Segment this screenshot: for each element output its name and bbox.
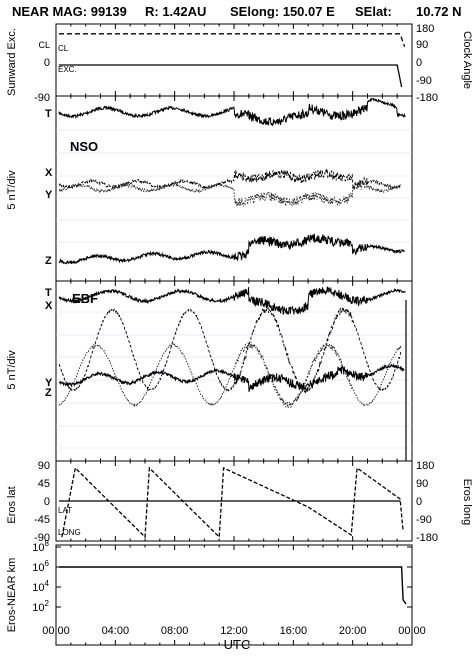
eros-long-ylabel: Eros long [461,479,473,525]
eros-lat-tick-neg45: -45 [34,514,50,526]
panel-nso-frame [55,95,413,282]
distance-tick-label: 106 [32,559,49,574]
series-exc-line [59,64,403,88]
nso-label-z: Z [45,255,52,267]
x-axis-tick-labels: 00:00 04:00 08:00 12:00 16:00 20:00 00:00 [42,625,426,637]
panel-eros-latlong: Eros lat Eros long 90 45 0 -45 -90 180 9… [6,460,473,544]
panel-sunward: Sunward Exc. Clock Angle CL 0 -90 180 90… [6,23,473,104]
header-mission: NEAR MAG: 99139 [12,4,127,19]
header-selong: SElong: 150.07 E [230,4,335,19]
nso-t-trace [58,97,406,126]
nso-ylabel: 5 nT/div [6,170,18,210]
series-cl-line [59,33,406,47]
distance-tick-label: 102 [32,599,49,614]
clock-angle-ylabel: Clock Angle [461,31,473,89]
eros-lat-tick-45: 45 [38,478,50,490]
sunward-tick-cl: CL [38,40,50,50]
eros-lat-tick-neg90: -90 [34,532,50,544]
x-tick-label: 16:00 [280,625,308,637]
clock-tick-0: 0 [416,57,422,69]
sunward-tick-neg90: -90 [34,92,50,104]
ebf-label-t: T [45,287,52,299]
distance-ylabel: Eros-NEAR km [6,558,18,633]
eros-lat-tick-0: 0 [44,496,50,508]
series-long-line [61,466,404,539]
annotation-lat: LAT [58,506,72,515]
header-range: R: 1.42AU [145,4,206,19]
x-tick-label: 00:00 [42,625,70,637]
nso-label-y: Y [45,189,53,201]
x-axis-ticks [55,24,413,645]
x-tick-label: 12:00 [220,625,248,637]
panel-ebf-frame [55,280,413,462]
ebf-label-x: X [45,300,53,312]
distance-tick-label: 104 [32,579,49,594]
ebf-x-trace [58,307,402,394]
x-axis-label: UTC [224,637,251,652]
ebf-label-z: Z [45,387,52,399]
clock-tick-90: 90 [416,39,428,51]
x-tick-label: 00:00 [398,625,426,637]
eros-lat-tick-90: 90 [38,460,50,472]
panel-eros-distance: Eros-NEAR km 108 106 104 102 [6,539,412,632]
ebf-label-y: Y [45,377,53,389]
annotation-cl: CL [58,44,69,53]
series-distance-line [59,566,407,605]
header-selat-value: 10.72 N [416,4,462,19]
panel-ebf: 5 nT/div EBF T X Y Z [6,286,407,461]
nso-x-trace [58,167,402,190]
x-tick-label: 08:00 [161,625,189,637]
eros-long-tick-neg180: -180 [416,532,438,544]
nso-label-x: X [45,167,53,179]
nso-y-trace [58,180,402,207]
eros-long-tick-180: 180 [416,460,434,472]
x-tick-label: 04:00 [102,625,130,637]
nso-title: NSO [70,139,98,154]
clock-tick-180: 180 [416,23,434,35]
figure-header: NEAR MAG: 99139 R: 1.42AU SElong: 150.07… [12,4,462,19]
eros-lat-ylabel: Eros lat [6,486,18,523]
clock-tick-neg180: -180 [416,92,438,104]
panel-nso: 5 nT/div NSO T X Y Z [6,97,406,267]
distance-tick-label: 108 [32,539,49,554]
header-selat-label: SElat: [355,4,392,19]
ebf-ylabel: 5 nT/div [6,350,18,390]
nso-z-trace [58,232,405,265]
ebf-t-trace [58,286,406,315]
distance-tick-labels: 108 106 104 102 [32,539,412,614]
x-tick-label: 20:00 [339,625,367,637]
annotation-exc: EXC. [58,65,77,74]
sunward-ylabel: Sunward Exc. [6,28,18,96]
ebf-z-trace [58,362,405,392]
sunward-tick-0: 0 [44,57,50,69]
eros-long-tick-neg90: -90 [416,514,432,526]
eros-long-tick-0: 0 [416,496,422,508]
eros-long-tick-90: 90 [416,478,428,490]
annotation-long: LONG [58,528,81,537]
panel-sunward-frame [55,23,413,97]
clock-tick-neg90: -90 [416,75,432,87]
nso-label-t: T [45,108,52,120]
